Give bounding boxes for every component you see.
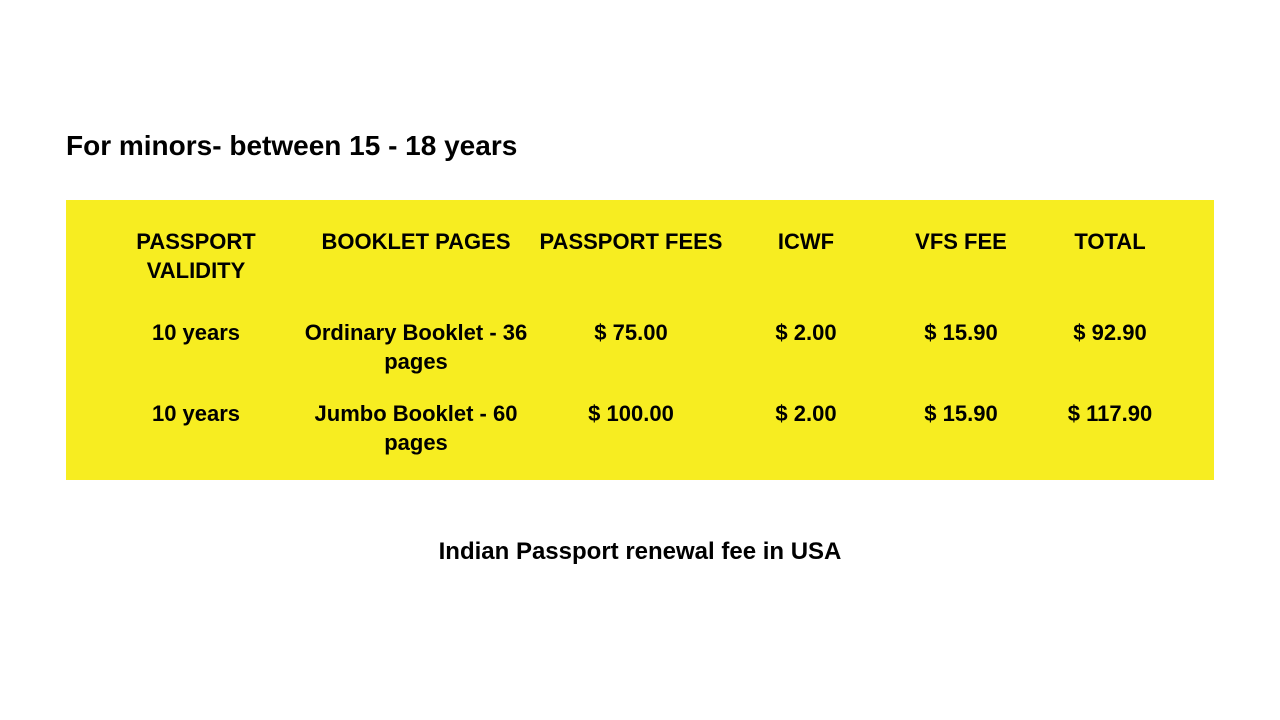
table-caption: Indian Passport renewal fee in USA [66, 538, 1214, 566]
cell-icwf: $ 2.00 [726, 319, 886, 348]
cell-fees: $ 100.00 [536, 400, 726, 429]
col-header-vfs: VFS FEE [886, 228, 1036, 257]
cell-validity: 10 years [96, 400, 296, 429]
cell-total: $ 92.90 [1036, 319, 1184, 348]
col-header-booklet: BOOKLET PAGES [296, 228, 536, 257]
cell-vfs: $ 15.90 [886, 400, 1036, 429]
cell-fees: $ 75.00 [536, 319, 726, 348]
cell-validity: 10 years [96, 319, 296, 348]
cell-vfs: $ 15.90 [886, 319, 1036, 348]
cell-total: $ 117.90 [1036, 400, 1184, 429]
table-row: 10 years Ordinary Booklet - 36 pages $ 7… [96, 319, 1184, 376]
col-header-icwf: ICWF [726, 228, 886, 257]
table-row: 10 years Jumbo Booklet - 60 pages $ 100.… [96, 400, 1184, 457]
table-header-row: PASSPORT VALIDITY BOOKLET PAGES PASSPORT… [96, 228, 1184, 285]
cell-booklet: Jumbo Booklet - 60 pages [296, 400, 536, 457]
col-header-validity: PASSPORT VALIDITY [96, 228, 296, 285]
section-heading: For minors- between 15 - 18 years [66, 130, 1214, 162]
fee-table: PASSPORT VALIDITY BOOKLET PAGES PASSPORT… [66, 200, 1214, 480]
cell-booklet: Ordinary Booklet - 36 pages [296, 319, 536, 376]
cell-icwf: $ 2.00 [726, 400, 886, 429]
col-header-total: TOTAL [1036, 228, 1184, 257]
col-header-fees: PASSPORT FEES [536, 228, 726, 257]
